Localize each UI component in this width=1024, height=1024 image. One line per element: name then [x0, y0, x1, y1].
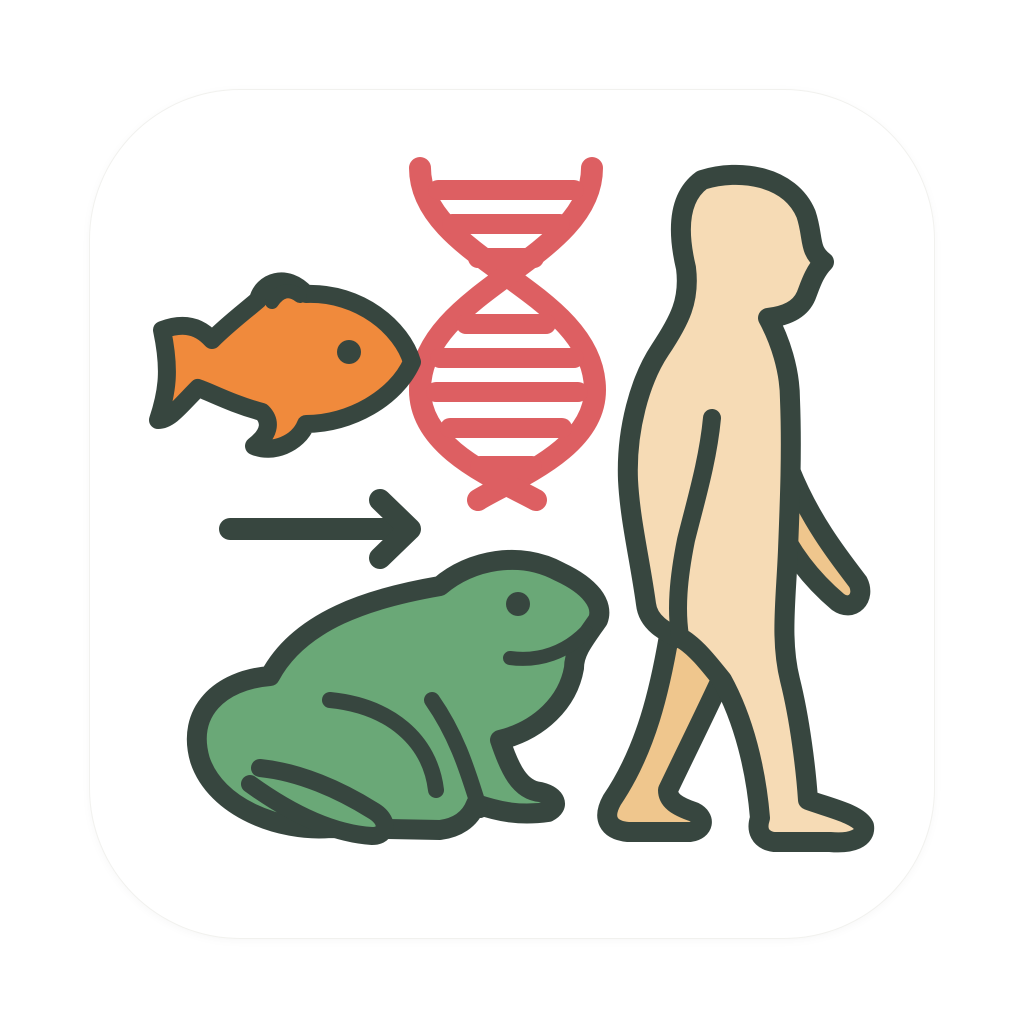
dna-icon: [408, 157, 607, 511]
frog-eye: [506, 592, 530, 616]
fish-eye: [337, 340, 361, 364]
arrow-right-icon: [219, 489, 421, 569]
human-icon: [597, 164, 875, 853]
frog-icon: [186, 550, 610, 845]
fish-icon: [149, 272, 421, 458]
